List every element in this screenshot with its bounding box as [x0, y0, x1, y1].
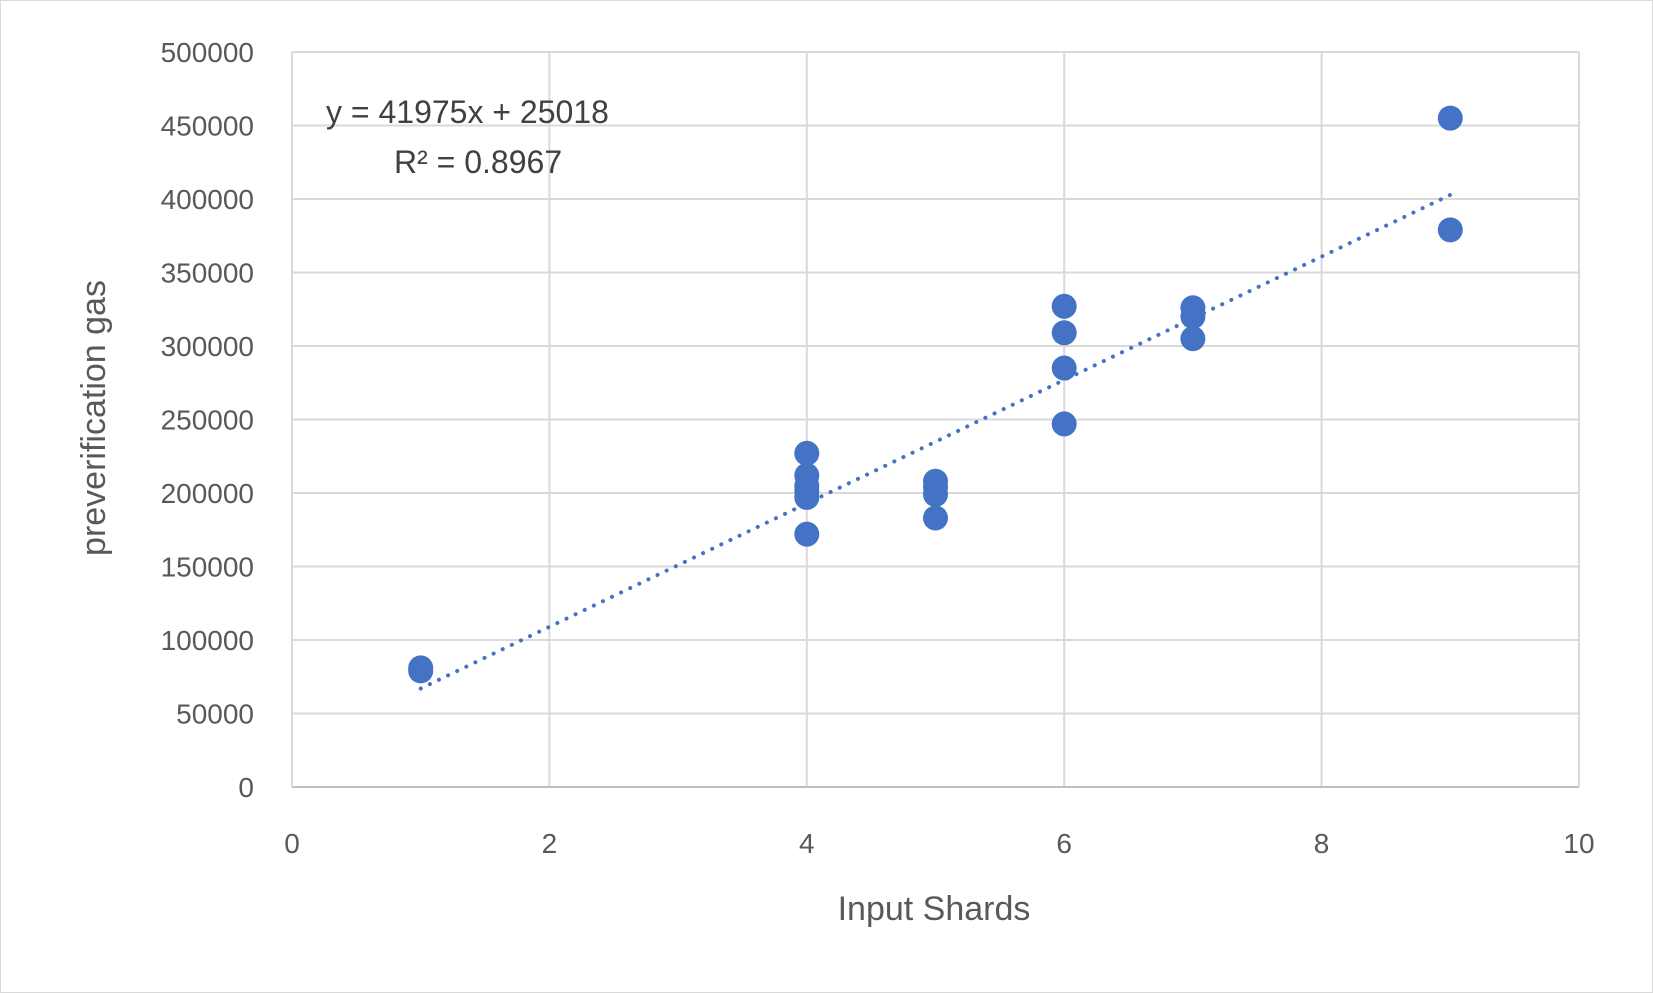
r-squared-label: R² = 0.8967 — [394, 144, 562, 180]
data-point — [1180, 326, 1206, 352]
data-point — [794, 521, 820, 547]
y-tick-label: 500000 — [161, 37, 254, 68]
data-point — [1051, 293, 1077, 319]
y-tick-label: 300000 — [161, 331, 254, 362]
data-point — [1051, 320, 1077, 346]
trendline — [418, 192, 1453, 691]
y-tick-label: 0 — [238, 772, 254, 803]
data-point — [1437, 105, 1463, 131]
data-point — [923, 481, 948, 507]
y-tick-label: 50000 — [176, 699, 254, 730]
y-tick-label: 450000 — [161, 111, 254, 142]
tick-labels: 0 50000 100000 150000 200000 250000 300000 3500… — [161, 37, 1595, 859]
data-point — [408, 655, 434, 681]
x-tick-label: 6 — [1056, 828, 1072, 859]
trendline-layer — [418, 192, 1453, 691]
x-tick-label: 10 — [1563, 828, 1594, 859]
y-tick-label: 200000 — [161, 478, 254, 509]
x-tick-label: 0 — [284, 828, 300, 859]
data-point — [1437, 217, 1463, 243]
y-tick-label: 250000 — [161, 405, 254, 436]
y-tick-label: 400000 — [161, 184, 254, 215]
x-tick-label: 8 — [1314, 828, 1330, 859]
y-tick-label: 100000 — [161, 625, 254, 656]
y-axis-title: preverification gas — [75, 280, 113, 556]
axes — [291, 52, 1579, 788]
x-axis-title: Input Shards — [838, 890, 1031, 928]
data-points — [408, 105, 1463, 684]
y-tick-label: 150000 — [161, 552, 254, 583]
x-tick-label: 4 — [799, 828, 815, 859]
data-point — [1051, 355, 1077, 381]
data-point — [1051, 411, 1077, 437]
data-point — [794, 484, 820, 510]
data-point — [1180, 304, 1206, 330]
y-tick-label: 350000 — [161, 258, 254, 289]
trendline-equation: y = 41975x + 25018 — [326, 94, 609, 130]
data-point — [794, 440, 820, 466]
x-tick-label: 2 — [542, 828, 558, 859]
data-point — [923, 505, 948, 531]
